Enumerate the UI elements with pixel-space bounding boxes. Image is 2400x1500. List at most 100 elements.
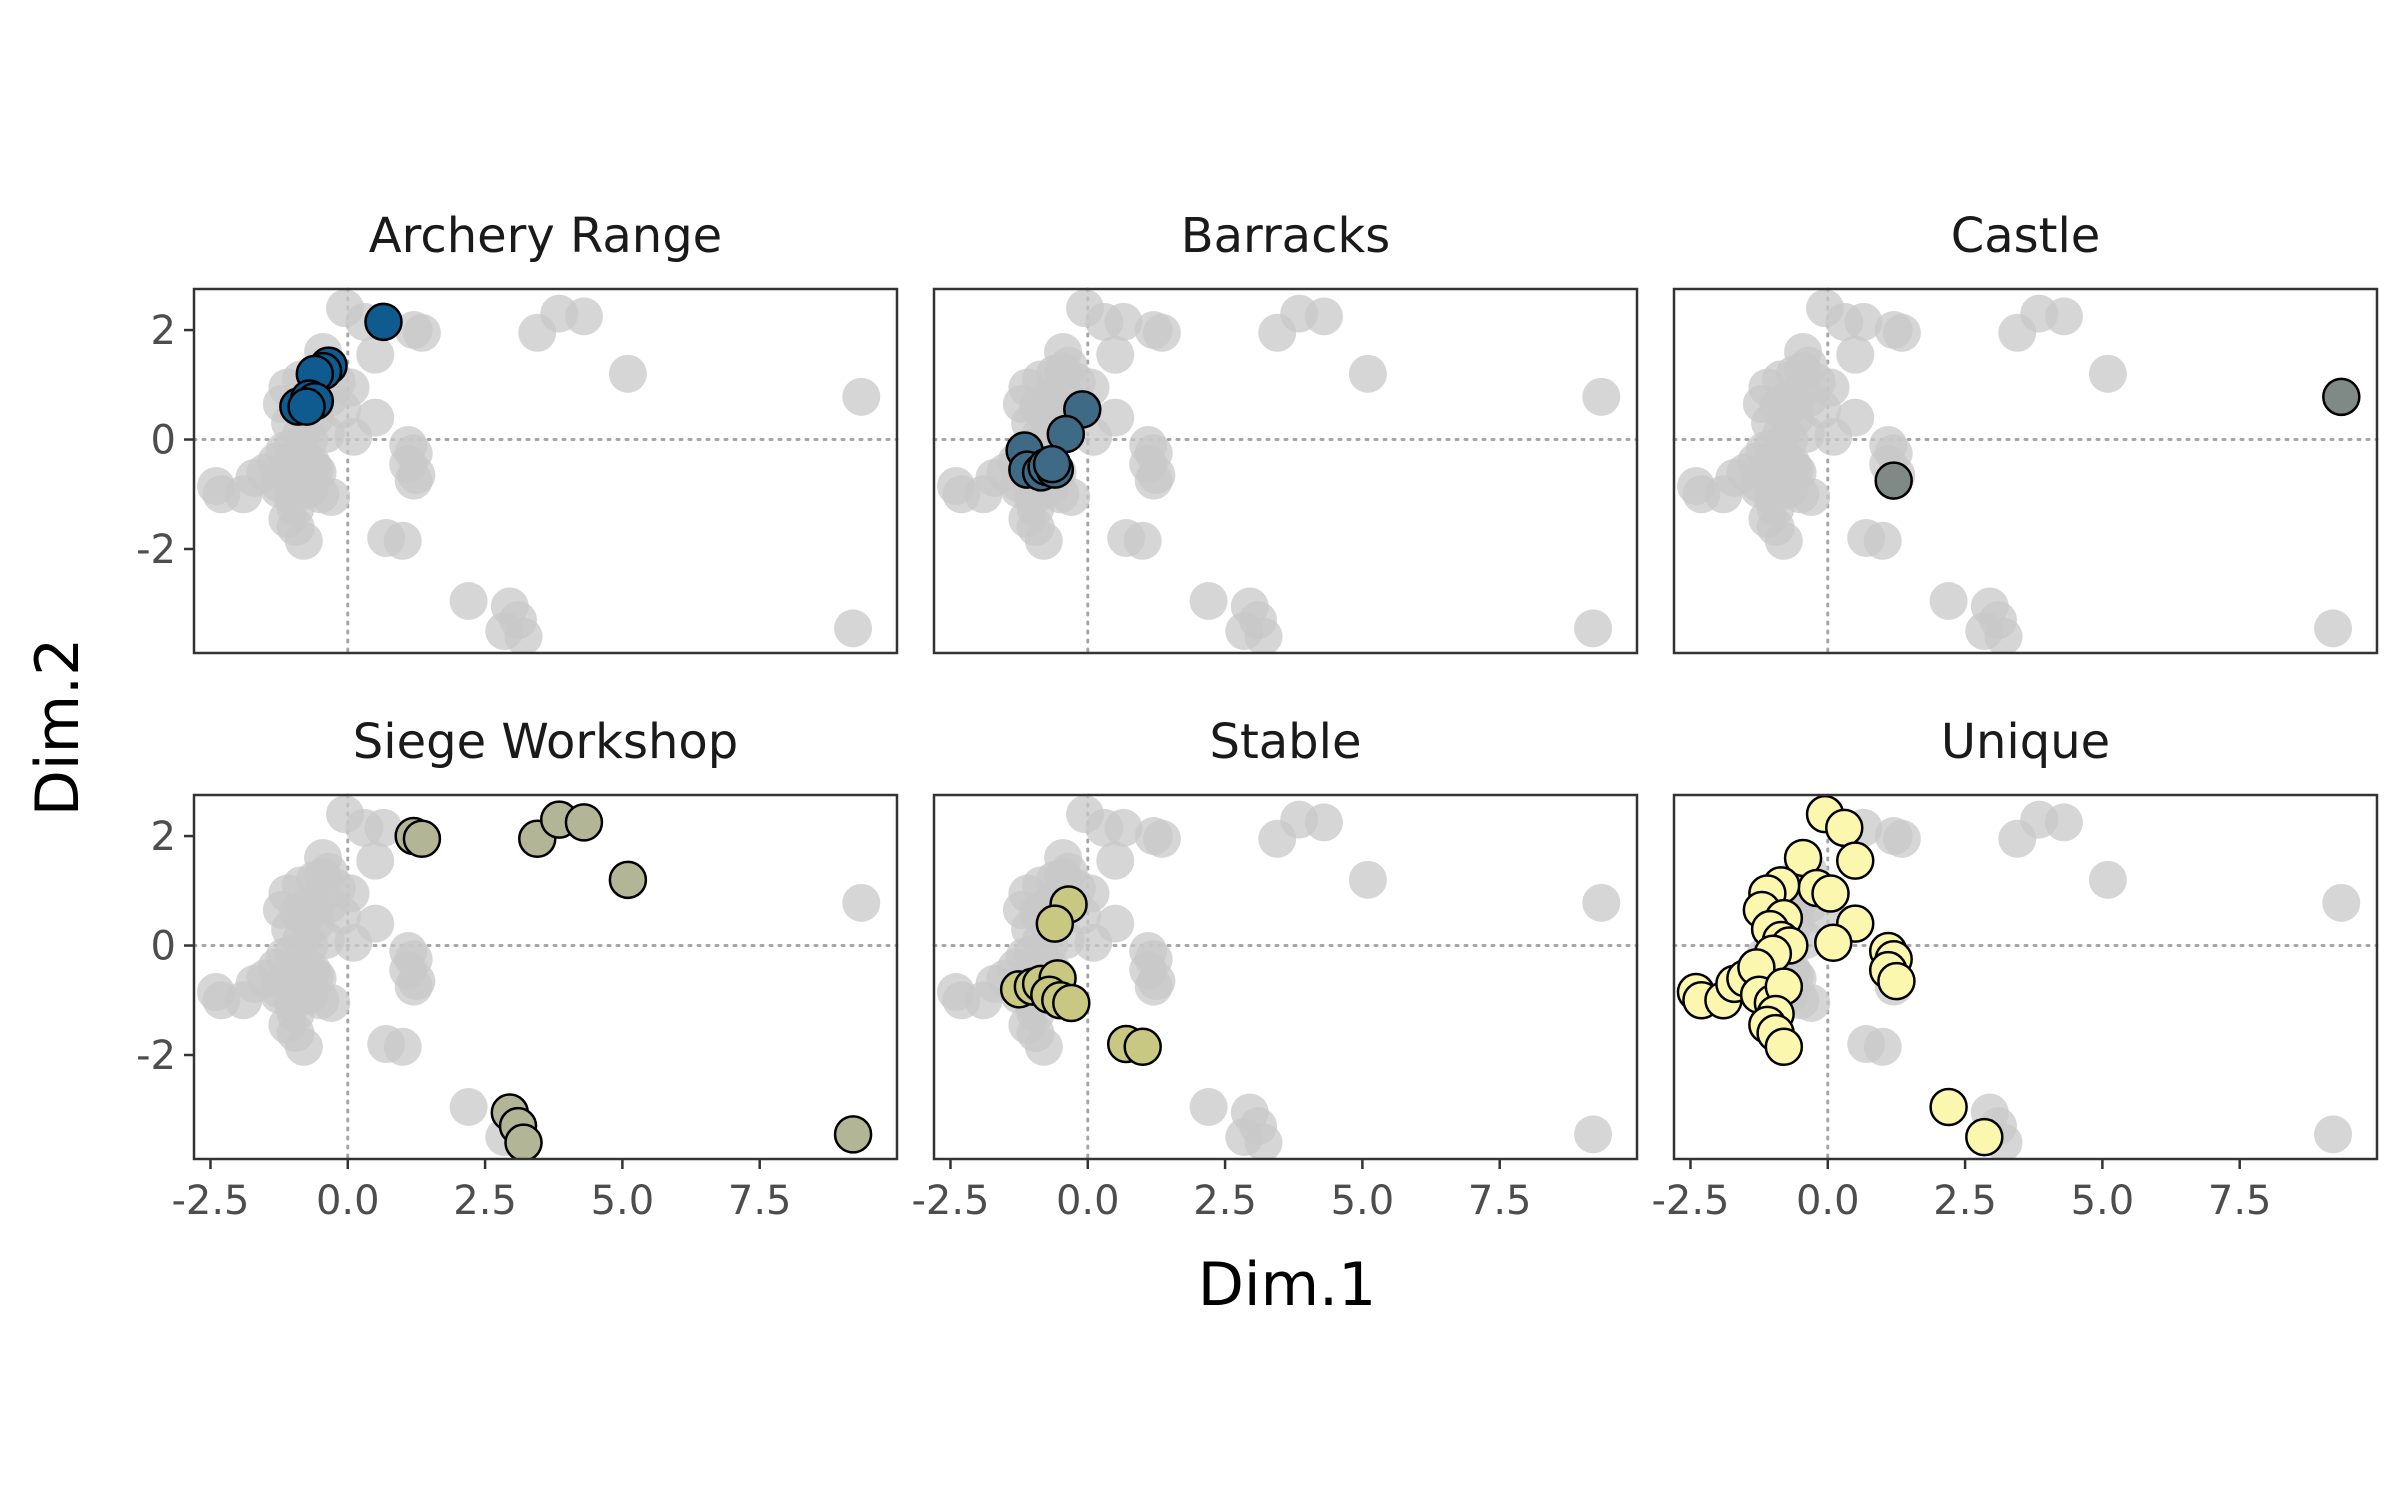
facet-title: Barracks	[1181, 208, 1391, 264]
background-point	[1863, 521, 1902, 560]
y-tick-label: 2	[151, 308, 176, 354]
data-point	[1877, 961, 1916, 1001]
background-point	[1582, 377, 1621, 416]
facet-points	[1676, 795, 2361, 1159]
x-tick-label: 2.5	[453, 1178, 517, 1224]
facet-title: Siege Workshop	[353, 714, 738, 770]
panel-border	[1672, 793, 2379, 1161]
x-tick-label: 0.0	[316, 1178, 380, 1224]
background-point	[1096, 335, 1135, 374]
background-point	[312, 984, 351, 1022]
facet-unique: Unique -2.5 0.0 2.5 5.0 7.5	[1651, 714, 2379, 1224]
x-tick-label: 7.5	[728, 1178, 792, 1224]
background-point	[2044, 297, 2083, 336]
background-point	[1225, 612, 1264, 651]
y-tick-label: 0	[151, 924, 176, 970]
data-point	[1764, 1027, 1804, 1067]
background-point	[1304, 803, 1343, 842]
data-point	[364, 302, 403, 342]
background-point	[449, 1088, 488, 1126]
data-point	[1052, 983, 1091, 1023]
background-point	[257, 948, 296, 987]
data-point	[402, 819, 442, 859]
y-axis-title: Dim.2	[23, 638, 93, 817]
panel-border	[192, 793, 899, 1161]
background-point	[2314, 609, 2353, 648]
background-point	[1965, 612, 2004, 651]
background-point	[564, 297, 603, 336]
background-point	[1024, 521, 1063, 560]
background-point	[1863, 1027, 1902, 1066]
background-point	[1737, 442, 1776, 481]
facet-title: Unique	[1941, 714, 2110, 770]
background-point	[1044, 332, 1083, 371]
background-point	[397, 456, 436, 495]
data-point	[1874, 461, 1913, 500]
background-point	[1142, 313, 1181, 352]
facet-points	[196, 795, 881, 1159]
background-point	[2088, 354, 2127, 393]
x-tick-label: 7.5	[2208, 1178, 2272, 1224]
facet-points	[936, 795, 1621, 1159]
background-point	[383, 1027, 422, 1066]
facet-panels: Archery Range -2 0 2 Barracks Castle Siege Wor…	[136, 208, 2379, 1224]
panel-border	[932, 287, 1639, 655]
background-point	[1882, 313, 1921, 352]
background-point	[312, 478, 351, 516]
data-point	[1825, 808, 1864, 848]
data-point	[2322, 377, 2361, 417]
background-point	[356, 335, 395, 374]
data-point	[1965, 1117, 2004, 1157]
y-tick-label: 2	[151, 814, 176, 860]
background-point	[1074, 923, 1113, 962]
background-point	[1142, 819, 1181, 858]
background-point	[402, 313, 441, 352]
data-point	[504, 1123, 543, 1159]
background-point	[2088, 860, 2127, 899]
facet-stable: Stable -2.5 0.0 2.5 5.0 7.5	[911, 714, 1639, 1224]
data-point	[1835, 841, 1875, 880]
background-point	[449, 582, 488, 620]
background-point	[842, 883, 881, 922]
background-point	[1085, 808, 1124, 847]
background-point	[383, 521, 422, 560]
facet-castle: Castle	[1672, 208, 2379, 655]
facet-points	[936, 289, 1621, 653]
data-point	[1811, 874, 1850, 913]
y-tick-label: -2	[136, 1033, 176, 1079]
facet-title: Archery Range	[369, 208, 722, 264]
background-point	[397, 962, 436, 1001]
background-point	[1137, 456, 1176, 495]
background-point	[1836, 335, 1875, 374]
data-point	[1035, 904, 1075, 943]
background-point	[1348, 860, 1387, 899]
x-tick-label: 7.5	[1468, 1178, 1532, 1224]
x-tick-label: -2.5	[911, 1178, 989, 1224]
facet-archery-range: Archery Range -2 0 2	[136, 208, 899, 655]
data-point	[1814, 923, 1853, 963]
background-point	[1814, 417, 1853, 456]
background-point	[1574, 1115, 1613, 1154]
background-point	[1348, 354, 1387, 393]
y-tick-label: -2	[136, 527, 176, 573]
background-point	[834, 609, 873, 648]
background-point	[1811, 368, 1850, 407]
background-point	[1123, 521, 1162, 560]
data-point	[564, 803, 604, 842]
panel-border	[192, 287, 899, 655]
background-point	[1085, 302, 1124, 341]
x-tick-label: -2.5	[1651, 1178, 1729, 1224]
background-point	[1764, 521, 1803, 560]
facet-siege-workshop: Siege Workshop -2 0 2 -2.5 0.0 2.5 5.0 7.5	[136, 714, 899, 1224]
facet-points	[1676, 289, 2361, 653]
background-point	[1582, 883, 1621, 922]
x-tick-label: -2.5	[171, 1178, 249, 1224]
facet-barracks: Barracks	[932, 208, 1639, 655]
background-point	[284, 521, 323, 560]
background-point	[1225, 1118, 1264, 1157]
data-point	[287, 387, 326, 426]
background-point	[356, 841, 395, 880]
background-point	[345, 808, 384, 847]
background-point	[1825, 302, 1864, 341]
